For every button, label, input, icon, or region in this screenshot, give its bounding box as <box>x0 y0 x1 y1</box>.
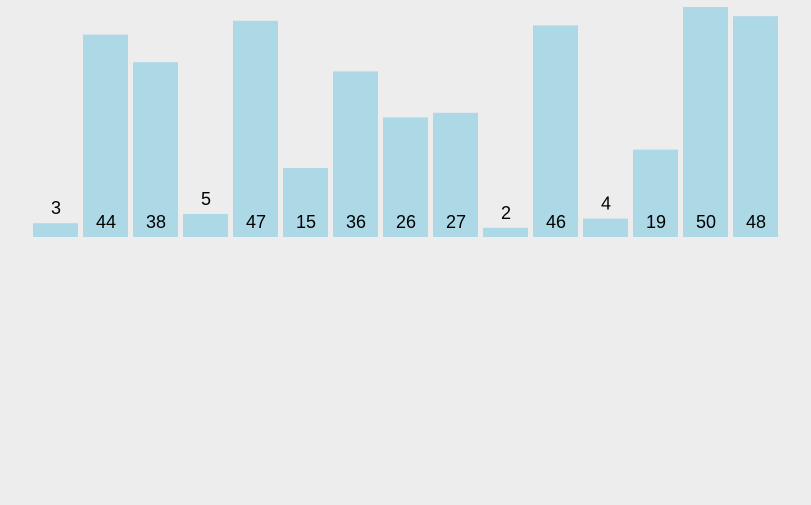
data-label: 46 <box>546 212 566 232</box>
bar <box>433 112 478 237</box>
data-label: 3 <box>51 198 61 218</box>
data-label: 50 <box>696 212 716 232</box>
data-label: 2 <box>501 203 511 223</box>
bar <box>383 117 428 237</box>
data-label: 48 <box>746 212 766 232</box>
data-label: 15 <box>296 212 316 232</box>
bar <box>83 34 128 237</box>
data-label: 5 <box>201 189 211 209</box>
data-label: 36 <box>346 212 366 232</box>
bar <box>533 25 578 238</box>
bar <box>633 149 678 237</box>
data-label: 4 <box>601 194 611 214</box>
data-label: 38 <box>146 212 166 232</box>
bar <box>183 214 228 237</box>
data-label: 44 <box>96 212 116 232</box>
bar <box>283 168 328 237</box>
data-label: 27 <box>446 212 466 232</box>
bar <box>583 218 628 237</box>
data-label: 26 <box>396 212 416 232</box>
bar <box>133 62 178 238</box>
bar <box>483 227 528 237</box>
bar <box>333 71 378 238</box>
bar <box>683 7 728 237</box>
bar <box>33 223 78 237</box>
data-label: 19 <box>646 212 666 232</box>
bar <box>733 16 778 238</box>
bar <box>233 20 278 237</box>
data-label: 47 <box>246 212 266 232</box>
